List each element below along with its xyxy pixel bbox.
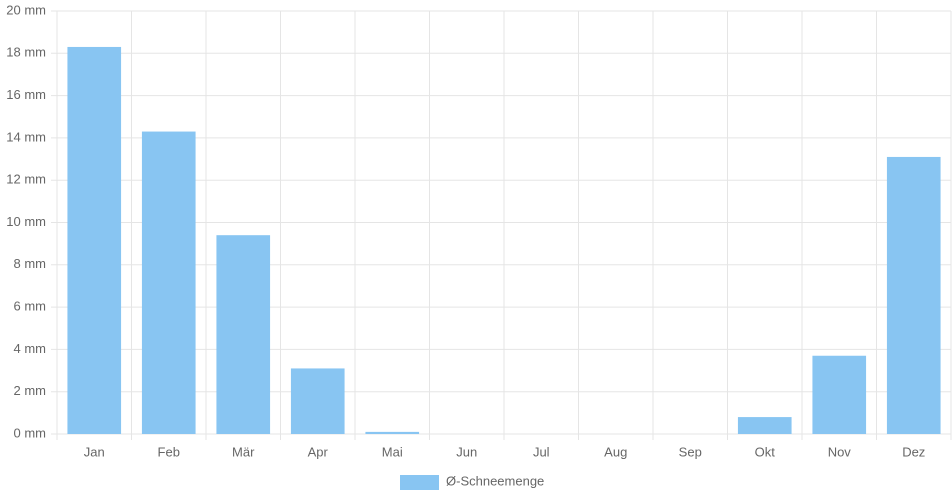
y-tick-label: 14 mm	[6, 129, 46, 144]
bar	[141, 131, 196, 434]
bar	[886, 156, 941, 434]
x-tick-label: Okt	[755, 444, 776, 459]
bar	[216, 235, 271, 434]
y-tick-label: 12 mm	[6, 172, 46, 187]
y-tick-label: 20 mm	[6, 2, 46, 17]
x-tick-label: Jan	[84, 444, 105, 459]
bar	[737, 417, 792, 434]
y-tick-label: 4 mm	[14, 341, 47, 356]
x-tick-label: Mai	[382, 444, 403, 459]
bar	[67, 46, 122, 435]
y-tick-label: 16 mm	[6, 87, 46, 102]
y-tick-label: 8 mm	[14, 256, 47, 271]
x-tick-label: Jun	[456, 444, 477, 459]
y-tick-label: 6 mm	[14, 299, 47, 314]
x-tick-label: Apr	[308, 444, 329, 459]
x-tick-label: Jul	[533, 444, 550, 459]
x-tick-label: Nov	[828, 444, 852, 459]
x-tick-label: Mär	[232, 444, 255, 459]
x-tick-label: Aug	[604, 444, 627, 459]
x-tick-label: Dez	[902, 444, 925, 459]
legend-swatch	[400, 475, 439, 490]
bar	[812, 355, 867, 434]
y-tick-label: 10 mm	[6, 214, 46, 229]
x-tick-label: Feb	[158, 444, 180, 459]
y-tick-label: 0 mm	[14, 425, 47, 440]
bar	[365, 431, 420, 434]
y-tick-label: 18 mm	[6, 45, 46, 60]
x-tick-label: Sep	[679, 444, 702, 459]
y-tick-label: 2 mm	[14, 383, 47, 398]
legend-label: Ø-Schneemenge	[446, 473, 544, 488]
bar	[290, 368, 345, 434]
